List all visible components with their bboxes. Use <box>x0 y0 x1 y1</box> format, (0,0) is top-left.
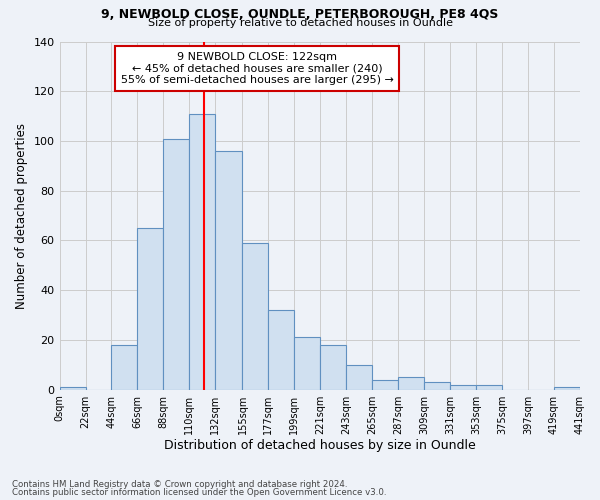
Text: 9, NEWBOLD CLOSE, OUNDLE, PETERBOROUGH, PE8 4QS: 9, NEWBOLD CLOSE, OUNDLE, PETERBOROUGH, … <box>101 8 499 21</box>
X-axis label: Distribution of detached houses by size in Oundle: Distribution of detached houses by size … <box>164 440 476 452</box>
Bar <box>398 378 424 390</box>
Bar <box>424 382 450 390</box>
Bar <box>554 387 580 390</box>
Bar <box>163 138 190 390</box>
Bar <box>346 365 372 390</box>
Y-axis label: Number of detached properties: Number of detached properties <box>15 122 28 308</box>
Bar <box>372 380 398 390</box>
Bar <box>59 387 86 390</box>
Text: Size of property relative to detached houses in Oundle: Size of property relative to detached ho… <box>148 18 452 28</box>
Bar <box>112 345 137 390</box>
Text: Contains public sector information licensed under the Open Government Licence v3: Contains public sector information licen… <box>12 488 386 497</box>
Bar <box>295 338 320 390</box>
Bar <box>242 243 268 390</box>
Bar <box>320 345 346 390</box>
Bar <box>476 384 502 390</box>
Text: Contains HM Land Registry data © Crown copyright and database right 2024.: Contains HM Land Registry data © Crown c… <box>12 480 347 489</box>
Bar <box>190 114 215 390</box>
Bar <box>215 151 242 390</box>
Bar <box>268 310 295 390</box>
Bar <box>450 384 476 390</box>
Text: 9 NEWBOLD CLOSE: 122sqm
← 45% of detached houses are smaller (240)
55% of semi-d: 9 NEWBOLD CLOSE: 122sqm ← 45% of detache… <box>121 52 394 85</box>
Bar <box>137 228 163 390</box>
